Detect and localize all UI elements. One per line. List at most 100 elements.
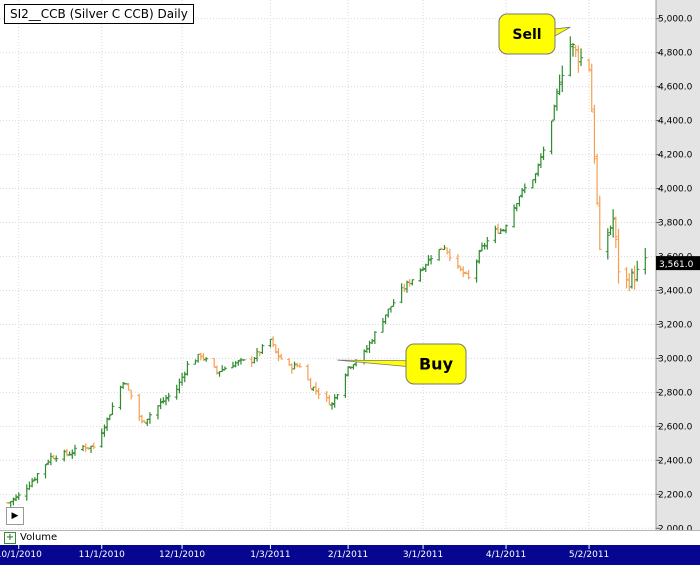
ohlc-bar [597,195,602,251]
ohlc-bar [233,361,238,368]
ohlc-bar [504,224,509,234]
ohlc-bar [327,394,332,406]
ohlc-bar [579,48,584,67]
y-tick-label: 4,000.0 [658,185,693,195]
ohlc-bar [201,353,206,361]
ohlc-bar [137,393,142,421]
volume-pane-header: + Volume [0,530,700,545]
ohlc-bar [512,204,517,228]
y-tick-label: 2,000.0 [658,524,693,534]
ohlc-bar [220,365,225,372]
ohlc-bar [305,364,310,381]
sell-callout-label: Sell [512,27,541,43]
ohlc-bar [380,317,385,333]
ohlc-bar [549,120,554,155]
ohlc-bar [485,237,490,250]
ohlc-bar [180,372,185,386]
ohlc-bar [236,360,241,366]
ohlc-bar [196,353,201,363]
ohlc-bar [573,45,578,58]
ohlc-bar [24,484,29,501]
ohlc-bar [522,183,527,194]
ohlc-bar [335,394,340,400]
ohlc-bar [520,188,525,198]
price-axis: 2,000.0 2,200.0 2,400.0 2,600.0 2,800.0 3,000… [655,0,700,534]
ohlc-bar [383,314,388,325]
ohlc-bar [271,336,276,348]
ohlc-bar [404,280,409,293]
date-axis-bar [0,545,700,565]
ohlc-bar [257,350,262,357]
play-icon[interactable]: ▶ [6,507,24,525]
ohlc-bar [123,383,128,385]
ohlc-bar [89,445,94,454]
ohlc-bar [292,361,297,370]
ohlc-bar [212,358,217,368]
buy-callout-label: Buy [419,355,454,374]
y-tick-label: 2,200.0 [658,490,693,500]
ohlc-bar [552,104,557,121]
ohlc-bar [418,268,423,282]
ohlc-bar [632,265,637,290]
ohlc-bar [105,417,110,431]
ohlc-bar [276,348,281,362]
ohlc-bar [455,254,460,269]
ohlc-bar [445,247,450,255]
ohlc-bar [64,448,69,457]
ohlc-bar [16,492,21,500]
ohlc-bar [83,443,88,452]
ohlc-bar [330,402,335,410]
ohlc-bar [635,260,640,282]
ohlc-bar [557,74,562,96]
ohlc-bar [474,259,479,283]
ohlc-bar [241,359,246,361]
ohlc-bar [43,464,48,479]
y-tick-label: 4,600.0 [658,83,693,93]
ohlc-bar [110,402,115,415]
sell-callout-box [498,13,556,55]
ohlc-bar [62,449,67,462]
ohlc-bar [158,398,163,410]
y-tick-label: 3,800.0 [658,219,693,229]
ohlc-bar [501,229,506,232]
ohlc-bar [164,394,169,406]
ohlc-bar [316,387,321,400]
y-tick-label: 4,800.0 [658,49,693,59]
ohlc-bar [616,228,621,284]
ohlc-bar [437,248,442,261]
ohlc-bar [35,472,40,484]
ohlc-bar [308,377,313,390]
ohlc-bar [102,424,107,437]
ohlc-bar [70,449,75,459]
x-tick-label: 10/1/2010 [0,550,42,560]
ohlc-bar [605,228,610,260]
ohlc-bar [32,477,37,482]
expand-plus-icon[interactable]: + [4,532,16,544]
ohlc-bar [185,361,190,376]
ohlc-bar [399,283,404,304]
ohlc-bar [391,299,396,307]
ohlc-bar [461,266,466,278]
last-price-label: 3,561.0 [659,260,694,270]
ohlc-bar [589,63,594,113]
x-tick-label: 11/1/2010 [79,550,125,560]
ohlc-bar [351,364,356,370]
y-tick-label: 4,400.0 [658,117,693,127]
ohlc-bar [72,444,77,456]
ohlc-bar [54,455,59,462]
ohlc-bar [560,65,565,93]
ohlc-bar [554,88,559,111]
ohlc-bar [429,255,434,265]
date-axis: 10/1/2010 11/1/2010 12/1/2010 1/3/2011 2/1/2… [0,545,609,560]
ohlc-bar [466,269,471,280]
ohlc-bar [386,308,391,318]
ohlc-bar [643,247,648,275]
ohlc-bar [324,391,329,402]
ohlc-bar [260,344,265,355]
ohlc-bar [198,352,203,361]
ohlc-bar [99,428,104,448]
y-tick-label: 3,200.0 [658,320,693,330]
y-tick-label: 3,400.0 [658,286,693,296]
